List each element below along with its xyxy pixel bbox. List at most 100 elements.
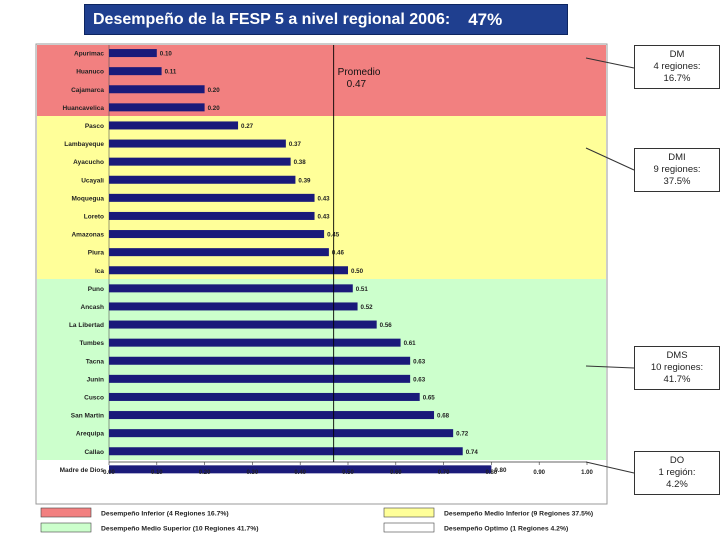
callout-pointer <box>585 57 635 69</box>
callout-pct: 41.7% <box>663 374 691 385</box>
category-label: Loreto <box>84 213 104 220</box>
category-label: Amazonas <box>71 232 104 239</box>
bar <box>109 447 463 456</box>
category-label: Junin <box>87 376 104 383</box>
bar <box>109 175 296 184</box>
value-label: 0.65 <box>423 394 436 401</box>
category-label: Tacna <box>86 358 105 365</box>
category-label: Lambayeque <box>64 141 104 148</box>
category-label: Puno <box>88 286 104 293</box>
bar <box>109 266 348 275</box>
value-label: 0.46 <box>332 250 345 257</box>
value-label: 0.68 <box>437 413 450 420</box>
callout-code: DM <box>669 49 685 60</box>
callout-pct: 37.5% <box>663 176 691 187</box>
category-label: Callao <box>84 449 104 456</box>
value-label: 0.27 <box>241 123 254 130</box>
bar <box>109 392 420 401</box>
value-label: 0.20 <box>208 105 221 112</box>
value-label: 0.11 <box>165 69 177 76</box>
value-label: 0.63 <box>413 358 426 365</box>
bar <box>109 248 329 257</box>
x-tick-label: 0.00 <box>103 470 115 476</box>
bar <box>109 121 239 130</box>
category-label: Piura <box>88 250 105 257</box>
callout-count: 9 regiones: <box>653 164 701 175</box>
bar <box>109 211 315 220</box>
legend-label: Desempeño Medio Superior (10 Regiones 41… <box>101 526 259 533</box>
callout-count: 1 región: <box>658 467 696 478</box>
bar <box>109 429 454 438</box>
legend-label: Desempeño Medio Inferior (9 Regiones 37.… <box>444 511 593 518</box>
legend-swatch <box>383 522 435 533</box>
bar <box>109 411 435 420</box>
bar <box>109 374 411 383</box>
callout-code: DMI <box>668 152 686 163</box>
bar <box>109 49 157 58</box>
category-label: Apurimac <box>74 51 104 58</box>
callout-code: DO <box>669 455 685 466</box>
value-label: 0.39 <box>298 177 311 184</box>
category-label: Tumbes <box>80 340 105 347</box>
value-label: 0.72 <box>456 431 469 438</box>
bar <box>109 356 411 365</box>
value-label: 0.51 <box>356 286 369 293</box>
value-label: 0.63 <box>413 376 426 383</box>
bar <box>109 193 315 202</box>
bar <box>109 230 325 239</box>
callout-dms: DMS 10 regiones: 41.7% <box>634 346 720 390</box>
x-tick-label: 0.60 <box>390 470 402 476</box>
category-label: Ancash <box>81 304 105 311</box>
value-label: 0.56 <box>380 322 393 329</box>
x-tick-label: 0.20 <box>199 470 211 476</box>
category-label: Arequipa <box>76 431 105 438</box>
bar <box>109 320 377 329</box>
category-label: Moquegua <box>72 195 105 202</box>
callout-pct: 16.7% <box>663 73 691 84</box>
value-label: 0.43 <box>318 195 331 202</box>
value-label: 0.80 <box>494 467 507 474</box>
category-label: Madre de Dios <box>60 467 105 474</box>
category-label: Ucayali <box>81 177 104 184</box>
x-tick-label: 0.30 <box>247 470 259 476</box>
category-label: Pasco <box>85 123 104 130</box>
x-tick-label: 0.70 <box>438 470 450 476</box>
value-label: 0.61 <box>404 340 417 347</box>
x-tick-label: 1.00 <box>581 470 593 476</box>
x-tick-label: 0.90 <box>533 470 545 476</box>
category-label: San Martin <box>71 413 104 420</box>
legend-label: Desempeño Inferior (4 Regiones 16.7%) <box>101 511 229 518</box>
bar <box>109 338 401 347</box>
value-label: 0.43 <box>318 213 331 220</box>
band-do <box>37 460 606 462</box>
title-banner: Desempeño de la FESP 5 a nivel regional … <box>84 4 568 35</box>
bar <box>109 465 492 474</box>
bar <box>109 302 358 311</box>
chart-title-value: 47% <box>468 9 503 29</box>
callout-pointer <box>585 461 635 474</box>
category-label: Ayacucho <box>73 159 104 166</box>
bar <box>109 103 205 112</box>
value-label: 0.50 <box>351 268 364 275</box>
chart-title: Desempeño de la FESP 5 a nivel regional … <box>93 10 451 28</box>
category-label: Cusco <box>84 394 104 401</box>
category-label: Cajamarca <box>71 87 104 94</box>
bar <box>109 67 162 76</box>
category-label: La Libertad <box>69 322 104 329</box>
average-label: Promedio <box>338 67 381 78</box>
bar <box>109 157 291 166</box>
bar <box>109 85 205 94</box>
category-label: Huancavelica <box>62 105 104 112</box>
value-label: 0.37 <box>289 141 302 148</box>
legend-label: Desempeño Optimo (1 Regiones 4.2%) <box>444 526 568 533</box>
callout-code: DMS <box>666 350 688 361</box>
x-tick-label: 0.80 <box>486 470 498 476</box>
average-value-label: 0.47 <box>347 79 367 90</box>
callout-count: 10 regiones: <box>650 362 704 373</box>
callout-dmi: DMI 9 regiones: 37.5% <box>634 148 720 192</box>
x-tick-label: 0.10 <box>151 470 163 476</box>
callout-do: DO 1 región: 4.2% <box>634 451 720 495</box>
callout-dm: DM 4 regiones: 16.7% <box>634 45 720 89</box>
callout-pointer <box>585 365 635 369</box>
